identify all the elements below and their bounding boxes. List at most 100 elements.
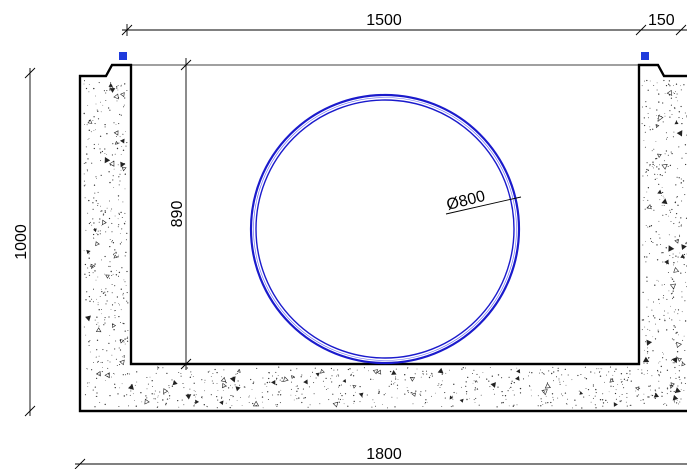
hatch-dot — [645, 147, 646, 148]
hatch-dot — [364, 367, 365, 368]
hatch-dot — [93, 301, 94, 302]
hatch-dot — [221, 397, 222, 398]
hatch-dot — [114, 374, 115, 375]
hatch-dot — [572, 407, 573, 408]
hatch-dot — [109, 278, 110, 279]
hatch-dot — [169, 395, 170, 396]
hatch-dot — [102, 367, 103, 368]
hatch-dot — [262, 392, 263, 393]
hatch-dot — [117, 256, 118, 257]
hatch-dot — [516, 368, 517, 369]
hatch-dot — [404, 374, 405, 375]
hatch-dot — [105, 126, 106, 127]
hatch-dot — [204, 390, 205, 391]
hatch-dot — [359, 386, 360, 387]
hatch-dot — [268, 399, 269, 400]
hatch-dot — [677, 205, 678, 206]
hatch-dot — [126, 239, 127, 240]
hatch-dot — [648, 358, 649, 359]
hatch-dot — [97, 234, 98, 235]
hatch-dot — [97, 340, 98, 341]
hatch-dot — [674, 402, 675, 403]
hatch-dot — [624, 379, 625, 380]
hatch-dot — [473, 370, 474, 371]
hatch-dot — [117, 100, 118, 101]
hatch-dot — [110, 239, 111, 240]
hatch-dot — [466, 391, 467, 392]
hatch-dot — [347, 406, 348, 407]
hatch-dot — [187, 367, 188, 368]
hatch-dot — [668, 155, 669, 156]
hatch-dot — [312, 372, 313, 373]
hatch-dot — [666, 359, 667, 360]
hatch-dot — [513, 405, 514, 406]
hatch-dot — [671, 153, 672, 154]
hatch-dot — [474, 399, 475, 400]
hatch-dot — [567, 399, 568, 400]
hatch-dot — [673, 262, 674, 263]
hatch-dot — [664, 319, 665, 320]
hatch-dot — [474, 389, 475, 390]
hatch-dot — [118, 224, 119, 225]
hatch-dot — [638, 394, 639, 395]
hatch-dot — [296, 368, 297, 369]
hatch-dot — [196, 394, 197, 395]
hatch-dot — [211, 376, 212, 377]
hatch-dot — [668, 84, 669, 85]
hatch-dot — [123, 150, 124, 151]
hatch-dot — [647, 351, 648, 352]
hatch-dot — [615, 393, 616, 394]
hatch-dot — [86, 291, 87, 292]
hatch-dot — [651, 225, 652, 226]
hatch-dot — [662, 215, 663, 216]
hatch-dot — [658, 331, 659, 332]
hatch-dot — [249, 396, 250, 397]
hatch-dot — [108, 266, 109, 267]
hatch-dot — [652, 150, 653, 151]
hatch-dot — [276, 379, 277, 380]
hatch-dot — [88, 200, 89, 201]
hatch-dot — [112, 179, 113, 180]
hatch-dot — [94, 148, 95, 149]
hatch-dot — [651, 241, 652, 242]
hatch-dot — [98, 231, 99, 232]
hatch-dot — [228, 387, 229, 388]
hatch-dot — [657, 280, 658, 281]
hatch-dot — [122, 356, 123, 357]
hatch-dot — [678, 146, 679, 147]
hatch-dot — [162, 367, 163, 368]
hatch-dot — [87, 158, 88, 159]
hatch-dot — [124, 338, 125, 339]
hatch-dot — [645, 209, 646, 210]
hatch-dot — [542, 404, 543, 405]
hatch-dot — [295, 395, 296, 396]
hatch-dot — [390, 371, 391, 372]
hatch-dot — [152, 393, 153, 394]
hatch-dot — [550, 402, 551, 403]
hatch-dot — [123, 374, 124, 375]
hatch-dot — [643, 200, 644, 201]
hatch-dot — [657, 83, 658, 84]
hatch-dot — [677, 101, 678, 102]
hatch-dot — [674, 362, 675, 363]
hatch-dot — [104, 90, 105, 91]
hatch-dot — [600, 399, 601, 400]
hatch-dot — [190, 377, 191, 378]
hatch-dot — [673, 297, 674, 298]
hatch-dot — [124, 342, 125, 343]
hatch-dot — [677, 385, 678, 386]
hatch-dot — [89, 130, 90, 131]
hatch-dot — [146, 377, 147, 378]
hatch-dot — [645, 101, 646, 102]
hatch-dot — [501, 377, 502, 378]
hatch-dot — [118, 199, 119, 200]
hatch-dot — [681, 201, 682, 202]
hatch-dot — [512, 381, 513, 382]
hatch-dot — [111, 209, 112, 210]
hatch-dot — [579, 391, 580, 392]
hatch-dot — [397, 388, 398, 389]
hatch-dot — [668, 216, 669, 217]
hatch-dot — [298, 388, 299, 389]
hatch-dot — [681, 389, 682, 390]
hatch-dot — [646, 256, 647, 257]
